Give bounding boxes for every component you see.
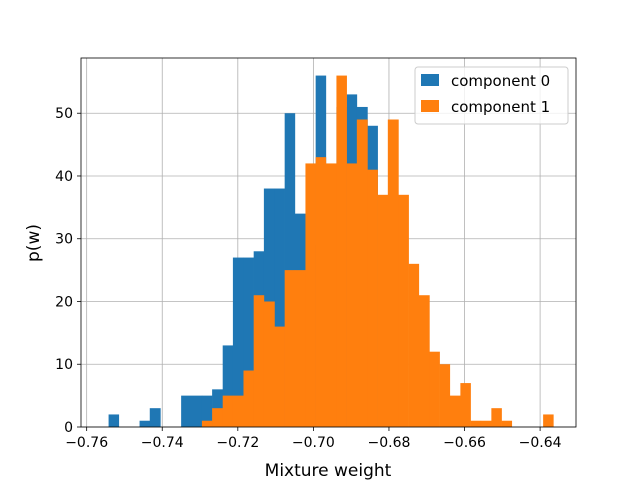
bar-component-0 (201, 395, 213, 427)
bar-component-0 (232, 257, 244, 427)
bar-component-0 (181, 395, 203, 427)
bar-component-1 (274, 326, 285, 427)
x-tick-label: −0.68 (368, 435, 411, 451)
bar-component-1 (222, 395, 234, 427)
y-tick-label: 0 (64, 420, 73, 436)
x-tick-label: −0.66 (443, 435, 486, 451)
x-tick-label: −0.74 (141, 435, 184, 451)
bar-component-1 (501, 420, 513, 427)
bar-component-0 (222, 345, 234, 427)
bar-component-1 (284, 270, 296, 427)
bar-component-0 (243, 257, 254, 427)
bar-component-1 (429, 351, 440, 427)
bar-component-1 (356, 119, 368, 427)
y-tick-label: 20 (55, 294, 73, 310)
x-tick-label: −0.72 (216, 435, 259, 451)
bar-component-1 (480, 420, 492, 427)
bar-component-0 (139, 420, 151, 427)
bar-component-1 (294, 270, 306, 427)
bar-component-1 (305, 163, 316, 427)
bar-component-1 (460, 383, 471, 427)
bar-component-1 (543, 414, 554, 427)
series-component-1-bars (201, 75, 554, 428)
bar-component-1 (377, 194, 389, 427)
x-tick-label: −0.76 (65, 435, 108, 451)
bar-component-1 (232, 395, 244, 427)
y-tick-label: 50 (55, 106, 73, 122)
bar-component-1 (243, 370, 254, 427)
x-axis-ticks: −0.76 −0.74 −0.72 −0.70 −0.68 −0.66 −0.64 (65, 427, 562, 451)
bar-component-1 (408, 263, 420, 427)
bar-component-1 (439, 364, 451, 427)
y-tick-label: 30 (55, 232, 73, 248)
bar-component-0 (108, 414, 120, 427)
x-tick-label: −0.70 (292, 435, 335, 451)
bar-component-1 (367, 169, 378, 427)
legend: component 0 component 1 (414, 66, 569, 125)
y-axis-label: p(w) (24, 224, 44, 262)
x-axis-label: Mixture weight (265, 461, 392, 480)
bar-component-1 (315, 157, 327, 427)
bar-component-1 (263, 301, 275, 427)
bar-component-1 (470, 420, 482, 427)
bar-component-1 (201, 420, 213, 427)
x-tick-label: −0.64 (519, 435, 562, 451)
legend-label-component-0: component 0 (451, 72, 550, 90)
legend-swatch-component-1 (421, 100, 439, 112)
bar-component-1 (449, 395, 461, 427)
legend-label-component-1: component 1 (451, 98, 550, 116)
plot-frame (80, 57, 577, 428)
bar-component-1 (212, 408, 223, 427)
y-tick-label: 10 (55, 357, 73, 373)
bar-component-1 (387, 119, 399, 427)
bar-component-1 (253, 295, 265, 427)
bar-component-1 (418, 295, 430, 427)
legend-swatch-component-0 (421, 74, 439, 86)
bar-component-0 (149, 408, 161, 427)
bar-component-1 (336, 75, 347, 428)
bar-component-1 (398, 194, 409, 427)
y-axis-ticks: 0 10 20 30 40 50 (55, 106, 81, 436)
y-tick-label: 40 (55, 169, 73, 185)
bar-component-1 (491, 408, 502, 427)
bar-component-0 (274, 188, 285, 427)
bar-component-1 (346, 163, 358, 427)
legend-box (414, 66, 569, 125)
bar-component-1 (325, 163, 337, 427)
